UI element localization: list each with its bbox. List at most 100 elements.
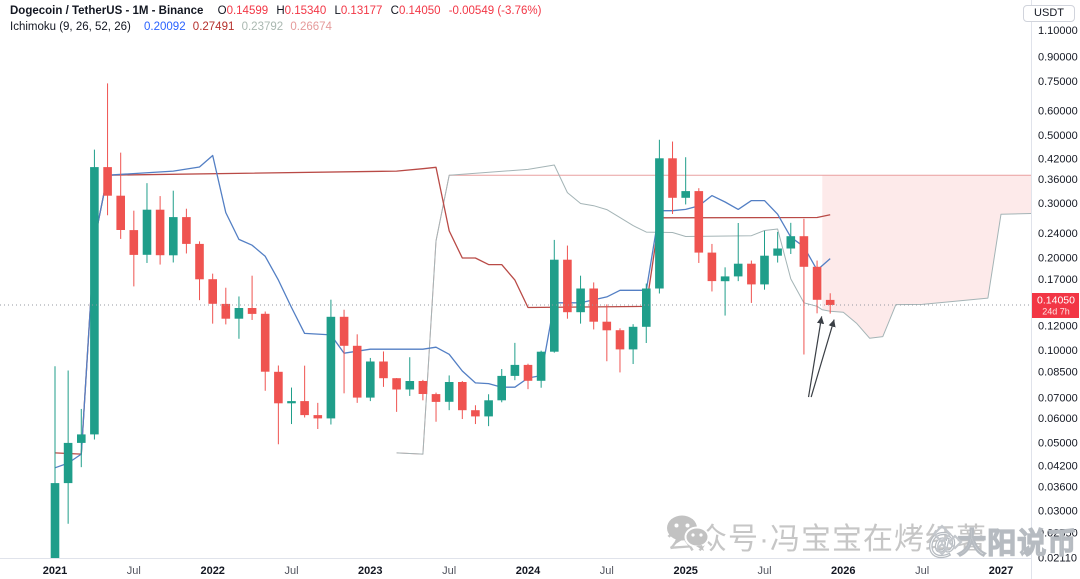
annotation-arrow[interactable]	[807, 316, 825, 398]
ichimoku-senkou_a-line[interactable]	[396, 164, 1033, 455]
annotation-arrow[interactable]	[810, 319, 836, 398]
low-label: L	[334, 5, 341, 17]
candle[interactable]	[510, 364, 520, 376]
candle[interactable]	[195, 243, 204, 280]
candle[interactable]	[458, 382, 467, 411]
senkou-b-value: 0.26674	[290, 21, 332, 33]
time-axis-label: Jul	[442, 565, 456, 577]
candle[interactable]	[655, 158, 664, 289]
candle[interactable]	[747, 263, 756, 285]
candle[interactable]	[497, 375, 506, 401]
candle[interactable]	[379, 361, 388, 379]
price-axis-label: 0.90000	[1038, 52, 1078, 64]
candle[interactable]	[234, 308, 244, 319]
time-axis[interactable]: 2021 Jul 2022 Jul 2023 Jul 2024 Jul 2025 Jul 2026 J…	[43, 565, 1013, 577]
candle[interactable]	[405, 381, 415, 390]
candle[interactable]	[155, 209, 165, 256]
candle[interactable]	[707, 252, 717, 282]
time-axis-label: Jul	[757, 565, 771, 577]
candle[interactable]	[142, 209, 152, 255]
candle[interactable]	[523, 364, 533, 381]
plot-area[interactable]	[0, 83, 1033, 579]
candle[interactable]	[471, 410, 480, 417]
candle[interactable]	[247, 308, 257, 314]
candle[interactable]	[221, 303, 231, 319]
candle[interactable]	[418, 381, 428, 394]
candle[interactable]	[576, 288, 585, 313]
price-axis-label: 0.12000	[1038, 321, 1078, 333]
price-axis-label: 0.75000	[1038, 76, 1078, 88]
candle[interactable]	[786, 236, 796, 249]
price-axis-label: 0.20000	[1038, 252, 1078, 264]
ichimoku-tenkan-line[interactable]	[54, 154, 831, 469]
tenkan-value: 0.20092	[144, 21, 186, 33]
candle[interactable]	[799, 236, 809, 267]
candle[interactable]	[550, 259, 559, 352]
candle[interactable]	[339, 316, 349, 346]
candle[interactable]	[681, 191, 690, 198]
close-value: 0.14050	[398, 5, 441, 17]
candle[interactable]	[733, 263, 743, 277]
time-axis-label: Jul	[915, 565, 929, 577]
candle[interactable]	[668, 158, 677, 198]
candle[interactable]	[628, 326, 638, 350]
price-axis[interactable]: 1.10000 0.90000 0.75000 0.60000 0.50000 0.420…	[1038, 25, 1078, 565]
high-label: H	[276, 5, 285, 17]
time-axis-label: Jul	[127, 565, 141, 577]
candle[interactable]	[536, 351, 546, 381]
candle[interactable]	[129, 230, 139, 255]
open-label: O	[217, 5, 227, 17]
price-axis-label: 0.06000	[1038, 413, 1078, 425]
time-axis-label: 2026	[831, 565, 855, 577]
price-axis-label: 0.02550	[1038, 527, 1078, 539]
candle[interactable]	[589, 288, 598, 322]
kijun-value: 0.27491	[192, 21, 235, 33]
candle[interactable]	[50, 483, 60, 579]
candle[interactable]	[326, 316, 336, 419]
candle[interactable]	[392, 378, 401, 390]
candle[interactable]	[642, 288, 651, 327]
currency-unit-button[interactable]: USDT	[1023, 5, 1075, 22]
price-axis-label: 0.03600	[1038, 481, 1078, 493]
candle[interactable]	[444, 382, 454, 402]
indicator-name[interactable]: Ichimoku (9, 26, 52, 26)	[10, 21, 131, 33]
price-axis-label: 0.02110	[1038, 553, 1077, 565]
candle[interactable]	[169, 217, 178, 256]
change-value: -0.00549 (-3.76%)	[448, 5, 542, 17]
candle[interactable]	[694, 191, 704, 253]
candle[interactable]	[602, 321, 612, 331]
time-axis-label: 2027	[989, 565, 1013, 577]
candle[interactable]	[208, 279, 217, 304]
candle[interactable]	[563, 259, 572, 313]
candle[interactable]	[77, 434, 86, 443]
candle[interactable]	[720, 276, 730, 282]
price-axis-label: 0.50000	[1038, 130, 1078, 142]
candle[interactable]	[760, 255, 769, 285]
candle[interactable]	[90, 167, 99, 435]
candle[interactable]	[103, 167, 112, 196]
candle[interactable]	[116, 195, 125, 230]
candle[interactable]	[300, 401, 309, 416]
candle[interactable]	[274, 371, 283, 404]
candle[interactable]	[615, 330, 625, 350]
candle[interactable]	[352, 345, 362, 398]
symbol-title[interactable]: Dogecoin / TetherUS - 1M - Binance	[10, 5, 204, 17]
candle[interactable]	[182, 217, 191, 244]
candle[interactable]	[313, 415, 323, 419]
candle[interactable]	[484, 400, 493, 417]
candle[interactable]	[812, 266, 822, 300]
candle[interactable]	[366, 361, 375, 398]
time-axis-label: 2024	[516, 565, 541, 577]
candle[interactable]	[287, 401, 296, 404]
candle[interactable]	[773, 248, 782, 256]
ichimoku-cloud	[822, 175, 1031, 339]
candle[interactable]	[431, 394, 441, 402]
candle[interactable]	[825, 299, 835, 305]
candle[interactable]	[63, 442, 73, 484]
price-axis-label: 0.05000	[1038, 437, 1078, 449]
time-axis-label: Jul	[284, 565, 298, 577]
candle[interactable]	[260, 313, 270, 372]
